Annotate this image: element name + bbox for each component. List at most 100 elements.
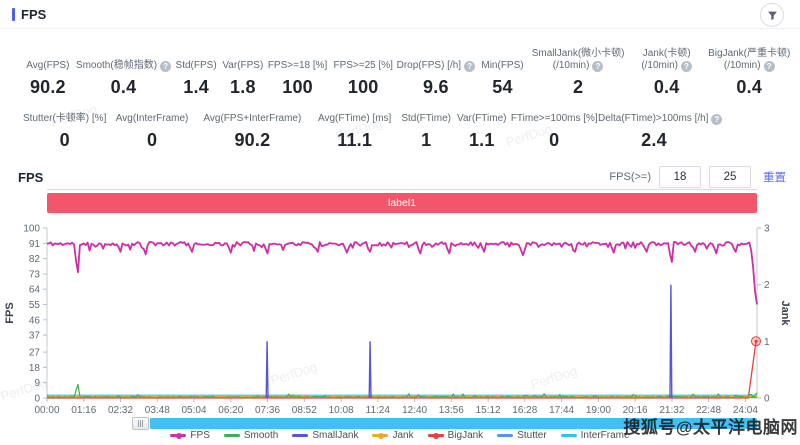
stat-cell: Drop(FPS) [/h]? 9.6 bbox=[396, 46, 476, 98]
legend-item-smooth[interactable]: Smooth bbox=[223, 430, 279, 441]
stat-label: Std(FPS) bbox=[175, 60, 217, 71]
stat-cell: Std(FPS) 1.4 bbox=[171, 46, 221, 98]
stat-label: SmallJank(微小卡顿) (/10min)? bbox=[531, 48, 625, 72]
stat-cell: Min(FPS) 54 bbox=[476, 46, 530, 98]
svg-text:46: 46 bbox=[29, 315, 41, 326]
legend-dot-icon bbox=[175, 432, 182, 439]
stat-label: Std(FTime) bbox=[401, 113, 451, 124]
stat-value: 9.6 bbox=[423, 77, 449, 97]
stat-value: 1.4 bbox=[183, 77, 209, 97]
svg-text:18: 18 bbox=[29, 363, 41, 374]
legend-label: BigJank bbox=[447, 430, 484, 441]
svg-text:10:08: 10:08 bbox=[329, 405, 354, 414]
legend-dot-icon bbox=[377, 432, 384, 439]
stat-label: Var(FTime) bbox=[457, 113, 507, 124]
svg-text:Jank: Jank bbox=[779, 300, 791, 326]
stat-cell: Avg(InterFrame) 0 bbox=[109, 112, 194, 151]
title-accent-bar bbox=[12, 8, 15, 21]
threshold-input-2[interactable] bbox=[709, 166, 751, 188]
svg-text:91: 91 bbox=[29, 239, 41, 250]
stat-cell: FPS>=25 [%] 100 bbox=[330, 46, 396, 98]
filter-button[interactable] bbox=[760, 3, 784, 27]
scrollbar-handle[interactable] bbox=[132, 417, 149, 430]
svg-text:20:16: 20:16 bbox=[623, 405, 648, 414]
help-icon[interactable]: ? bbox=[681, 61, 692, 72]
svg-text:55: 55 bbox=[29, 300, 41, 311]
svg-text:82: 82 bbox=[29, 254, 41, 265]
threshold-input-1[interactable] bbox=[659, 166, 701, 188]
legend-item-fps[interactable]: FPS bbox=[170, 430, 210, 441]
legend-label: InterFrame bbox=[580, 430, 630, 441]
label-track-line bbox=[47, 189, 757, 190]
stat-label: Avg(FPS) bbox=[26, 60, 70, 71]
svg-text:07:36: 07:36 bbox=[255, 405, 280, 414]
chart-legend: FPS Smooth SmallJank Jank BigJank Stutter Inte… bbox=[0, 428, 800, 443]
help-icon[interactable]: ? bbox=[592, 61, 604, 72]
stat-cell: Avg(FTime) [ms] 11.1 bbox=[310, 112, 399, 151]
stat-cell: Stutter(卡顿率) [%] 0 bbox=[20, 112, 109, 151]
label-bar[interactable]: label1 bbox=[47, 193, 757, 213]
stat-value: 0.4 bbox=[736, 77, 763, 97]
svg-text:FPS: FPS bbox=[4, 302, 16, 323]
stat-value: 54 bbox=[492, 77, 513, 97]
svg-text:0: 0 bbox=[764, 394, 770, 405]
svg-text:100: 100 bbox=[23, 224, 40, 235]
stat-label: BigJank(严重卡顿) (/10min)? bbox=[708, 48, 791, 72]
svg-text:0: 0 bbox=[34, 394, 40, 405]
svg-text:05:04: 05:04 bbox=[181, 405, 206, 414]
legend-swatch-icon bbox=[497, 434, 514, 437]
fps-line-chart[interactable]: 100 91 82 73 64 55 46 37 27 18 9 0 3 2 1 0 FPS Jank 00:00 0… bbox=[0, 214, 800, 417]
threshold-label: FPS(>=) bbox=[609, 171, 651, 183]
stat-cell: FTime>=100ms [%] 0 bbox=[511, 112, 598, 151]
legend-label: Jank bbox=[392, 430, 414, 441]
stat-cell: Avg(FPS) 90.2 bbox=[20, 46, 76, 98]
stat-label: Drop(FPS) [/h]? bbox=[396, 46, 476, 72]
scrollbar-selected-range[interactable] bbox=[150, 418, 757, 429]
legend-swatch-icon bbox=[372, 432, 389, 439]
stat-cell: FPS>=18 [%] 100 bbox=[265, 46, 331, 98]
stat-value: 0 bbox=[549, 130, 560, 150]
svg-text:21:32: 21:32 bbox=[659, 405, 684, 414]
svg-text:01:16: 01:16 bbox=[71, 405, 96, 414]
stats-row-1: Avg(FPS) 90.2 Smooth(稳帧指数)? 0.4 Std(FPS)… bbox=[20, 46, 792, 98]
svg-text:03:48: 03:48 bbox=[145, 405, 170, 414]
stat-label: Stutter(卡顿率) [%] bbox=[23, 113, 107, 124]
legend-item-stutter[interactable]: Stutter bbox=[497, 430, 547, 441]
stat-cell: Delta(FTime)>100ms [/h]? 2.4 bbox=[598, 112, 723, 151]
stat-value: 1.8 bbox=[230, 77, 256, 97]
stat-value: 90.2 bbox=[234, 130, 271, 150]
panel-title: FPS bbox=[12, 7, 46, 22]
stat-label: Avg(FPS+InterFrame) bbox=[203, 113, 302, 124]
svg-text:08:52: 08:52 bbox=[292, 405, 317, 414]
legend-item-jank[interactable]: Jank bbox=[372, 430, 414, 441]
stat-label: Smooth(稳帧指数)? bbox=[76, 46, 172, 72]
legend-swatch-icon bbox=[223, 434, 240, 437]
stat-cell: Jank(卡顿) (/10min)? 0.4 bbox=[627, 46, 707, 98]
stat-label: FPS>=25 [%] bbox=[333, 60, 393, 71]
stat-value: 2.4 bbox=[641, 130, 667, 150]
svg-text:27: 27 bbox=[29, 348, 41, 359]
stat-label: Min(FPS) bbox=[481, 60, 524, 71]
legend-dot-icon bbox=[433, 432, 440, 439]
stat-value: 1.1 bbox=[468, 130, 495, 150]
help-icon[interactable]: ? bbox=[160, 61, 172, 72]
svg-text:06:20: 06:20 bbox=[218, 405, 243, 414]
svg-text:17:44: 17:44 bbox=[549, 405, 574, 414]
svg-text:73: 73 bbox=[29, 269, 41, 280]
svg-text:2: 2 bbox=[764, 280, 770, 291]
help-icon[interactable]: ? bbox=[464, 61, 476, 72]
help-icon[interactable]: ? bbox=[763, 61, 775, 72]
legend-item-bigjank[interactable]: BigJank bbox=[427, 430, 484, 441]
svg-text:15:12: 15:12 bbox=[476, 405, 501, 414]
chart-section-title: FPS bbox=[18, 169, 44, 185]
legend-item-interframe[interactable]: InterFrame bbox=[560, 430, 630, 441]
reset-link[interactable]: 重置 bbox=[763, 172, 786, 184]
svg-text:02:32: 02:32 bbox=[108, 405, 133, 414]
legend-label: Smooth bbox=[243, 430, 279, 441]
legend-label: SmallJank bbox=[312, 430, 359, 441]
stat-value: 11.1 bbox=[337, 130, 373, 150]
svg-text:64: 64 bbox=[29, 285, 41, 296]
legend-item-smalljank[interactable]: SmallJank bbox=[292, 430, 358, 441]
help-icon[interactable]: ? bbox=[711, 114, 723, 125]
svg-text:1: 1 bbox=[764, 337, 770, 348]
